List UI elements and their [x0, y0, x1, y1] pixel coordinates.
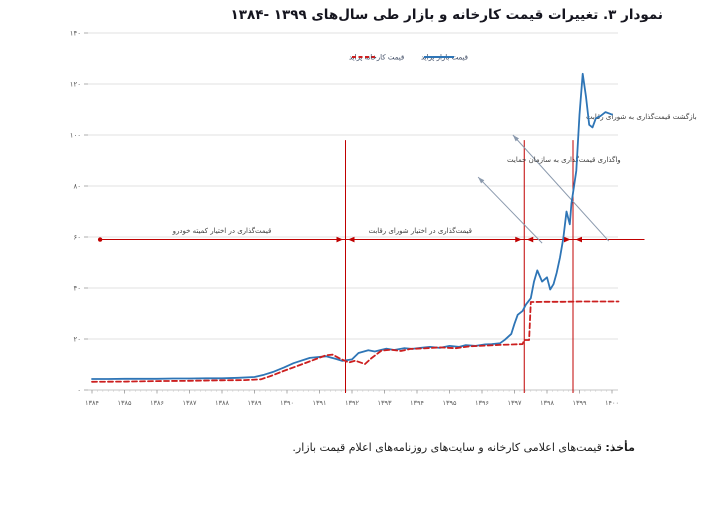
x-tick-label: ۱۳۹۳	[378, 399, 392, 407]
source-text: قیمت‌های اعلامی کارخانه و سایت‌های روزنا…	[292, 441, 606, 454]
x-tick-label: ۱۳۹۲	[345, 399, 359, 407]
x-tick-label: ۱۳۸۹	[248, 399, 262, 407]
policy-arrow-dot	[97, 237, 103, 242]
x-tick-label: ۱۴۰۰	[605, 399, 619, 407]
x-tick-label: ۱۳۸۶	[150, 399, 164, 407]
x-tick-label: ۱۳۹۱	[313, 399, 327, 407]
market-price-line	[91, 72, 613, 380]
x-tick-label: ۱۳۹۹	[573, 399, 587, 407]
x-tick-label: ۱۳۹۸	[540, 399, 554, 407]
policy-segment-label: قیمت‌گذاری در اختیار کمیته خودرو	[172, 226, 272, 235]
policy-arrowhead-left	[526, 236, 534, 243]
x-tick-label: ۱۳۸۴	[85, 399, 99, 407]
annotation-label: واگذاری قیمت‌گذاری به سازمان حمایت	[507, 155, 621, 164]
policy-arrowhead-left	[348, 236, 355, 243]
x-tick-label: ۱۳۹۴	[410, 399, 424, 407]
y-tick-label: ۴۰	[73, 285, 81, 293]
x-tick-label: ۱۳۹۰	[280, 399, 294, 407]
y-tick-label: ۱۲۰	[70, 81, 81, 89]
policy-arrowhead-left	[575, 236, 582, 243]
y-tick-label: ۰	[77, 387, 81, 395]
y-tick-label: ۸۰	[73, 183, 81, 191]
policy-arrowhead-right	[336, 236, 343, 243]
price-chart: ۰ ۲۰ ۴۰ ۶۰ ۸۰ ۱۰۰ ۱۲۰ ۱۴۰ ۱۳۸۴ ۱۳۸۵ ۱۳۸۶ ۱۳۸۷ ۱۳۸۸ ۱۳…	[70, 30, 697, 408]
factory-price-line	[91, 300, 620, 383]
annotation-arrow	[512, 134, 610, 242]
annotation-arrowhead	[478, 177, 485, 184]
x-tick-label: ۱۳۸۸	[215, 399, 229, 407]
y-tick-label: ۶۰	[73, 234, 81, 242]
x-tick-label: ۱۳۹۶	[475, 399, 489, 407]
y-tick-label: ۱۰۰	[70, 132, 81, 140]
policy-arrowhead-right	[515, 236, 522, 243]
policy-arrowhead-right	[564, 236, 571, 243]
y-tick-label: ۲۰	[73, 336, 81, 344]
source-label: مأخذ:	[605, 441, 635, 454]
annotation-arrowhead	[512, 135, 519, 142]
annotation-label: بازگشت قیمت‌گذاری به شورای رقابت	[586, 112, 697, 121]
policy-segment-label: قیمت‌گذاری در اختیار شورای رقابت	[368, 226, 472, 235]
source-line: مأخذ: قیمت‌های اعلامی کارخانه و سایت‌های…	[292, 441, 635, 454]
legend-label-factory: قیمت کارخانه پراید	[349, 54, 404, 62]
annotation-arrow	[477, 176, 543, 244]
x-tick-label: ۱۳۹۵	[443, 399, 457, 407]
x-tick-label: ۱۳۹۷	[508, 399, 522, 407]
chart-title: نمودار ۳. تغییرات قیمت کارخانه و بازار ط…	[230, 7, 663, 23]
x-tick-label: ۱۳۸۷	[183, 399, 197, 407]
x-tick-label: ۱۳۸۵	[118, 399, 132, 407]
y-tick-label: ۱۴۰	[70, 30, 81, 38]
